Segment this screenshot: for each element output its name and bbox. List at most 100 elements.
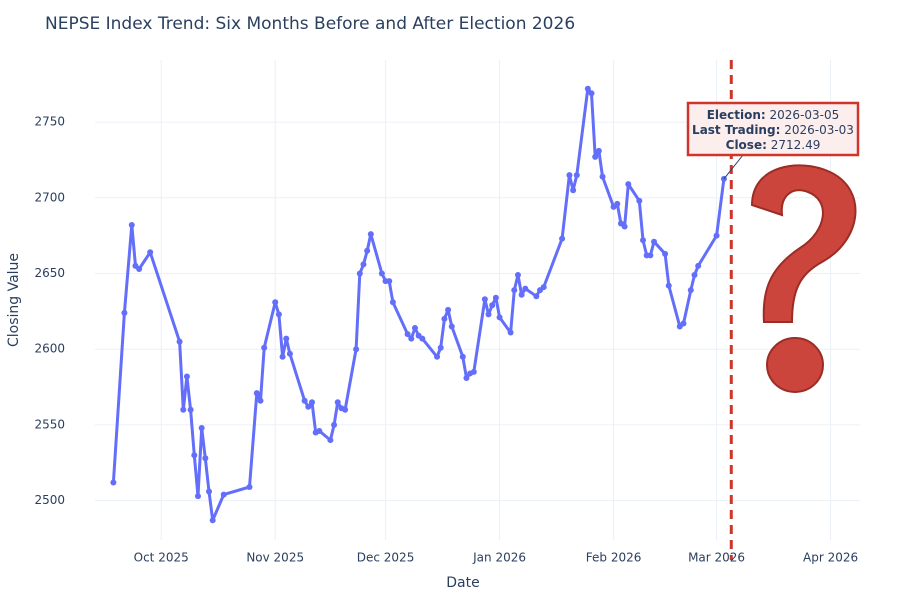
point xyxy=(220,491,227,498)
point xyxy=(640,237,647,244)
point xyxy=(514,272,521,279)
point xyxy=(128,222,135,229)
point xyxy=(305,403,312,410)
point xyxy=(647,252,654,259)
point xyxy=(246,484,253,491)
point xyxy=(261,344,268,351)
point xyxy=(206,488,213,495)
annotation-label: Last Trading: xyxy=(692,123,780,137)
x-tick-label: Mar 2026 xyxy=(688,551,745,565)
point xyxy=(279,353,286,360)
point xyxy=(386,278,393,285)
point xyxy=(621,223,628,230)
point xyxy=(198,424,205,431)
point xyxy=(651,238,658,245)
point xyxy=(187,406,194,413)
point xyxy=(570,187,577,194)
point xyxy=(202,455,209,462)
point xyxy=(147,249,154,256)
point xyxy=(364,247,371,254)
point xyxy=(445,306,452,313)
point xyxy=(489,302,496,309)
point xyxy=(378,270,385,277)
annotation-arrow xyxy=(723,154,744,180)
point xyxy=(180,406,187,413)
point xyxy=(614,200,621,207)
point xyxy=(592,153,599,160)
point xyxy=(625,181,632,188)
point xyxy=(275,311,282,318)
x-tick-label: Nov 2025 xyxy=(246,551,304,565)
y-tick-label: 2750 xyxy=(34,115,65,129)
point xyxy=(584,85,591,92)
point xyxy=(209,517,216,524)
point xyxy=(636,197,643,204)
point xyxy=(356,270,363,277)
annotation-line: Election: 2026-03-05 xyxy=(707,108,840,122)
point xyxy=(481,296,488,303)
point xyxy=(540,284,547,291)
point xyxy=(301,397,308,404)
y-tick-label: 2600 xyxy=(34,342,65,356)
point xyxy=(665,282,672,289)
point xyxy=(448,323,455,330)
point xyxy=(680,320,687,327)
annotation-line: Close: 2712.49 xyxy=(726,138,821,152)
point xyxy=(183,373,190,380)
chart-title: NEPSE Index Trend: Six Months Before and… xyxy=(45,14,575,34)
point xyxy=(253,390,260,397)
annotation-box xyxy=(686,101,860,157)
annotation-label: Close: xyxy=(726,138,767,152)
price-line xyxy=(111,87,726,522)
point xyxy=(360,261,367,268)
question-hook xyxy=(750,164,857,323)
question-mark-graphic xyxy=(750,164,857,393)
point xyxy=(522,285,529,292)
annotation-line: Last Trading: 2026-03-03 xyxy=(692,123,854,137)
point xyxy=(327,437,334,444)
point xyxy=(691,272,698,279)
point xyxy=(419,335,426,342)
point xyxy=(559,235,566,242)
annotation-value: 2026-03-03 xyxy=(784,123,854,137)
point xyxy=(662,250,669,257)
annotation-value: 2026-03-05 xyxy=(770,108,840,122)
point xyxy=(687,287,694,294)
point xyxy=(485,311,492,318)
y-axis-title: Closing Value xyxy=(6,253,22,347)
annotation-value: 2712.49 xyxy=(771,138,821,152)
point xyxy=(334,399,341,406)
point xyxy=(695,262,702,269)
point xyxy=(404,331,411,338)
point xyxy=(272,299,279,306)
point xyxy=(136,265,143,272)
point xyxy=(588,90,595,97)
point xyxy=(595,147,602,154)
question-dot xyxy=(766,337,824,393)
x-tick-label: Dec 2025 xyxy=(357,551,415,565)
point xyxy=(389,299,396,306)
point xyxy=(533,293,540,300)
point xyxy=(573,172,580,179)
point xyxy=(308,399,315,406)
annotation-label: Election: xyxy=(707,108,766,122)
point xyxy=(110,479,117,486)
point xyxy=(286,350,293,357)
point xyxy=(470,368,477,375)
x-tick-label: Feb 2026 xyxy=(586,551,642,565)
point xyxy=(408,335,415,342)
point xyxy=(511,287,518,294)
point xyxy=(121,309,128,316)
x-tick-label: Oct 2025 xyxy=(134,551,189,565)
y-tick-label: 2650 xyxy=(34,266,65,280)
point xyxy=(316,427,323,434)
x-tick-label: Apr 2026 xyxy=(803,551,858,565)
point xyxy=(331,421,338,428)
x-tick-label: Jan 2026 xyxy=(472,551,526,565)
point xyxy=(441,315,448,322)
plot xyxy=(110,60,733,560)
point xyxy=(367,231,374,238)
